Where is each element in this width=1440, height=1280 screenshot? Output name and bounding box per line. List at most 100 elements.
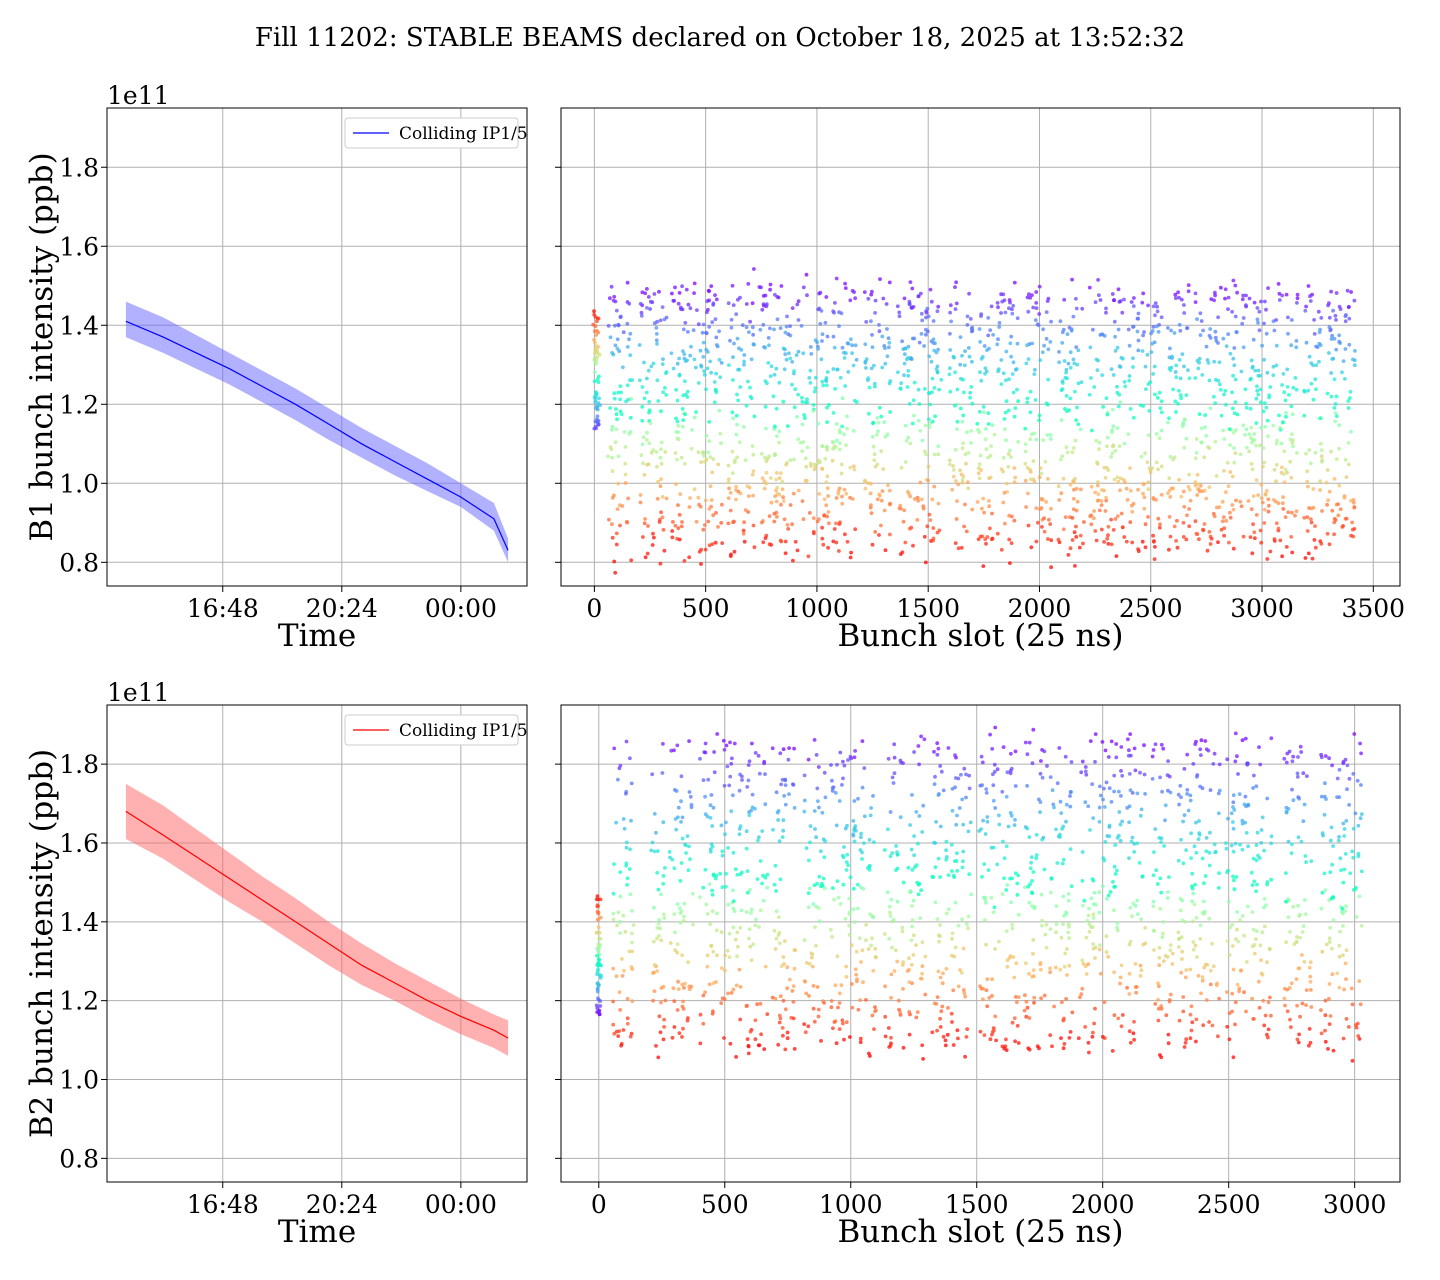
b1-slot-point	[628, 331, 633, 336]
b1-slot-point	[763, 404, 768, 409]
b2-slot-point	[1100, 740, 1105, 744]
b1-slot-point	[958, 335, 963, 339]
b2-slot-point	[712, 770, 717, 775]
b1-slot-point	[1061, 327, 1066, 332]
b2-slot-point	[920, 830, 925, 834]
b1-slot-point	[1241, 534, 1246, 539]
b2-slot-point	[1217, 788, 1222, 793]
b1-slot-point	[719, 441, 723, 446]
b1-slot-point	[1034, 290, 1039, 294]
b1-slot-point	[783, 330, 788, 335]
b1-slot-point	[1146, 433, 1151, 438]
b1-slot-point	[1037, 418, 1041, 423]
b1-slot-point	[821, 542, 826, 547]
b1-slot-point	[1076, 422, 1081, 427]
b2-slot-point	[1080, 879, 1085, 883]
b2-slot-point	[1027, 1047, 1032, 1052]
b1-slot-point	[793, 539, 798, 544]
b2-slot-point	[845, 852, 850, 857]
b1-slot-point	[1348, 389, 1353, 394]
b2-slot-point	[1217, 762, 1222, 767]
b1-slot-point	[801, 351, 806, 356]
b1-slot-point	[801, 440, 806, 444]
b1-slot-point	[1274, 441, 1279, 446]
b2-slot-point	[1240, 847, 1245, 852]
b2-slot-point	[1231, 849, 1236, 854]
b2-slot-point	[1068, 847, 1073, 852]
b2-slot-point	[941, 971, 945, 976]
b1-slot-point	[1261, 446, 1266, 450]
b1-slot-point	[1136, 348, 1141, 353]
b1-slot-point	[1230, 503, 1235, 507]
b2-slot-point	[901, 960, 906, 965]
b1-slot-point	[866, 296, 871, 301]
b2-slot-point	[650, 772, 655, 777]
b1-slot-point	[1272, 539, 1277, 543]
b2-slot-point	[672, 788, 677, 792]
b1-slot-point	[1333, 419, 1337, 424]
b1-slot-point	[663, 450, 668, 454]
b1-slot-point	[1139, 454, 1144, 459]
b1-slot-point	[687, 505, 692, 509]
b1-slot-point	[627, 337, 631, 342]
b2-slot-point	[703, 812, 708, 817]
b2-slot-point	[1231, 793, 1236, 798]
b2-slot-point	[871, 794, 875, 798]
b1-slot-point	[614, 407, 618, 411]
b2-slot-point	[1343, 757, 1348, 762]
b1-slot-point	[1045, 299, 1050, 303]
b2-slot-point	[1295, 1003, 1299, 1008]
b2-slot-point	[1254, 937, 1258, 941]
b2-slot-point	[892, 742, 897, 747]
b1-slot-point	[1131, 356, 1135, 361]
b2-slot-point	[804, 991, 809, 996]
b2-slot-point	[719, 930, 724, 935]
b1-slot-point	[1307, 354, 1312, 359]
b2-slot-point	[1083, 769, 1088, 774]
b2-slot-point	[955, 869, 960, 873]
b2-slot-point	[1330, 946, 1334, 951]
b1-slot-point	[664, 496, 669, 501]
b1-slot-point	[999, 311, 1003, 315]
b1-slot-point	[1202, 488, 1207, 493]
b1-slot-point	[1243, 387, 1248, 392]
b2-slot-point	[720, 885, 725, 890]
b2-slot-point	[1177, 1018, 1182, 1023]
b1-slot-point	[839, 311, 844, 316]
b2-slot-point	[1182, 767, 1187, 771]
b1-slot-point	[700, 330, 705, 335]
b2-slot-point	[1322, 794, 1327, 799]
b1-slot-point	[1197, 537, 1201, 542]
b1-slot-point	[1280, 383, 1284, 387]
b1-slot-point	[806, 554, 811, 559]
b1-slot-point	[1274, 318, 1278, 322]
b2-slot-point	[1359, 812, 1364, 816]
b1-slot-point	[1033, 367, 1037, 372]
b1-slot-point	[1066, 553, 1071, 557]
b1-slot-point	[732, 460, 737, 465]
b1-slot-point	[744, 302, 749, 306]
b2-slot-point	[1176, 930, 1181, 935]
b1-slot-point	[1026, 491, 1030, 496]
b2-slot-point	[1208, 788, 1213, 792]
b2-slot-point	[890, 919, 895, 924]
b2-slot-point	[967, 786, 972, 791]
b2-slot-point	[614, 820, 618, 825]
b1-slot-point	[1249, 462, 1254, 466]
b2-slot-point	[1034, 856, 1039, 861]
b1-slot-point	[1037, 284, 1042, 289]
b1-slot-point	[1264, 331, 1269, 336]
b1-slot-point	[707, 298, 711, 303]
b2-slot-point	[1093, 1006, 1097, 1011]
b2-slot-point	[889, 972, 894, 977]
b1-slot-point	[1060, 341, 1065, 345]
b1-slot-point	[1011, 360, 1016, 365]
b1-slot-point	[688, 306, 693, 311]
b1-slot-point	[1183, 417, 1187, 422]
b1-slot-point	[831, 309, 836, 314]
b1-slot-point	[708, 484, 713, 489]
b2-slot-point	[938, 1025, 943, 1029]
b2-slot-point	[1327, 982, 1332, 986]
b1-slot-point	[616, 454, 621, 459]
b1-slot-point	[958, 468, 962, 473]
